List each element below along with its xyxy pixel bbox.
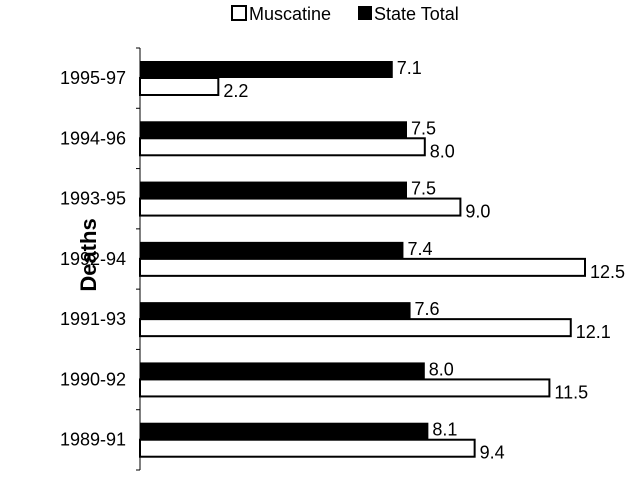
data-label-muscatine-1989-91: 9.4 xyxy=(480,443,505,463)
bar-muscatine-1994-96 xyxy=(139,137,426,157)
bar-state-total-1995-97 xyxy=(140,61,393,78)
category-label-1993-95: 1993-95 xyxy=(60,189,126,209)
bar-muscatine-1992-94 xyxy=(139,257,586,277)
bar-state-total-1994-96 xyxy=(140,121,407,139)
data-label-muscatine-1994-96: 8.0 xyxy=(430,141,455,161)
data-label-muscatine-1991-93: 12.1 xyxy=(576,322,611,342)
ticks-layer xyxy=(136,47,140,471)
data-label-state-total-1993-95: 7.5 xyxy=(411,179,436,199)
bars-layer xyxy=(139,61,586,458)
data-label-state-total-1991-93: 7.6 xyxy=(415,299,440,319)
data-label-state-total-1989-91: 8.1 xyxy=(432,420,457,440)
category-label-1991-93: 1991-93 xyxy=(60,309,126,329)
data-label-state-total-1990-92: 8.0 xyxy=(429,359,454,379)
bar-muscatine-1993-95 xyxy=(139,197,462,217)
legend-label-muscatine: Muscatine xyxy=(249,4,331,24)
legend-swatch-state-total xyxy=(358,6,372,20)
bar-muscatine-1990-92 xyxy=(139,378,551,398)
bar-muscatine-1995-97 xyxy=(139,77,220,96)
data-label-muscatine-1990-92: 11.5 xyxy=(554,382,588,402)
data-label-state-total-1994-96: 7.5 xyxy=(411,118,436,138)
bar-state-total-1992-94 xyxy=(140,241,404,259)
data-label-state-total-1995-97: 7.1 xyxy=(397,58,422,78)
bar-muscatine-1989-91 xyxy=(139,438,476,458)
data-label-state-total-1992-94: 7.4 xyxy=(407,239,432,259)
legend-swatch-muscatine xyxy=(231,5,247,21)
category-label-1989-91: 1989-91 xyxy=(60,430,126,450)
data-label-muscatine-1995-97: 2.2 xyxy=(223,81,248,101)
bar-state-total-1993-95 xyxy=(140,181,407,199)
data-label-muscatine-1993-95: 9.0 xyxy=(465,202,490,222)
data-label-muscatine-1992-94: 12.5 xyxy=(590,262,625,282)
category-label-1994-96: 1994-96 xyxy=(60,128,126,148)
category-label-1990-92: 1990-92 xyxy=(60,369,126,389)
bar-state-total-1990-92 xyxy=(140,362,425,380)
bar-muscatine-1991-93 xyxy=(139,318,572,338)
legend-label-state-total: State Total xyxy=(374,4,459,24)
category-label-1995-97: 1995-97 xyxy=(60,68,126,88)
bar-state-total-1989-91 xyxy=(140,422,429,440)
labels-layer: 1995-97 7.1 2.2 1994-96 7.5 8.0 1993-95 7.5 9.0 1… xyxy=(60,58,625,463)
bar-state-total-1991-93 xyxy=(140,302,411,320)
category-label-1992-94: 1992-94 xyxy=(60,249,126,269)
y-axis-title: Deaths xyxy=(76,218,101,291)
legend: Muscatine State Total xyxy=(231,4,459,24)
